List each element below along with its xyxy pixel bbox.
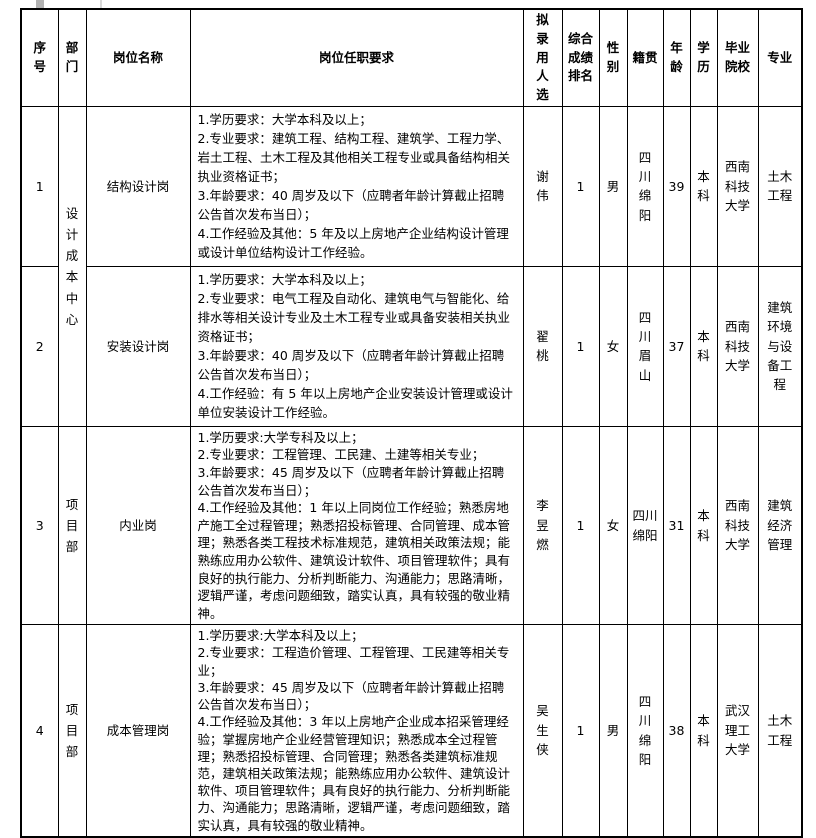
col-header-school: 毕业 院校 [716, 8, 759, 107]
cell-native-place: 四川 绵阳 [626, 425, 664, 626]
cell-school: 西南 科技 大学 [716, 425, 759, 626]
cell-education: 本 科 [689, 624, 718, 838]
col-header-age: 年 龄 [662, 8, 691, 107]
col-header-education: 学 历 [689, 8, 718, 107]
cell-major: 土木 工程 [757, 624, 803, 838]
cell-candidate: 谢 伟 [522, 105, 563, 267]
cell-major: 建筑 经济 管理 [757, 425, 803, 626]
cell-school: 西南 科技 大学 [716, 105, 759, 267]
cell-native-place: 四 川 绵 阳 [626, 624, 664, 838]
recruitment-table: 序 号 部 门 岗位名称 岗位任职要求 拟 录 用 人 选 综合 成绩 排名 性… [20, 8, 803, 838]
cell-gender: 男 [598, 624, 628, 838]
col-header-dept: 部 门 [57, 8, 87, 107]
cell-rank: 1 [561, 105, 600, 267]
cell-gender: 男 [598, 105, 628, 267]
cell-age: 39 [662, 105, 691, 267]
cell-school: 武汉 理工 大学 [716, 624, 759, 838]
cell-seq: 3 [20, 425, 59, 626]
cell-education: 本 科 [689, 105, 718, 267]
cell-post: 安装设计岗 [85, 265, 191, 427]
cell-age: 31 [662, 425, 691, 626]
col-header-rank: 综合 成绩 排名 [561, 8, 600, 107]
table-row: 2 安装设计岗 1.学历要求：大学本科及以上； 2.专业要求：电气工程及自动化、… [20, 265, 803, 427]
header-row: 序 号 部 门 岗位名称 岗位任职要求 拟 录 用 人 选 综合 成绩 排名 性… [20, 8, 803, 107]
col-header-candidate: 拟 录 用 人 选 [522, 8, 563, 107]
cell-dept: 项 目 部 [57, 624, 87, 838]
col-header-major: 专业 [757, 8, 803, 107]
cell-candidate: 李 昱 燃 [522, 425, 563, 626]
col-header-native-place: 籍贯 [626, 8, 664, 107]
col-header-seq: 序 号 [20, 8, 59, 107]
cell-major: 建筑 环境 与设 备工 程 [757, 265, 803, 427]
cell-education: 本 科 [689, 425, 718, 626]
cell-seq: 2 [20, 265, 59, 427]
cell-candidate: 翟 桃 [522, 265, 563, 427]
table-row: 4 项 目 部 成本管理岗 1.学历要求:大学本科及以上； 2.专业要求：工程造… [20, 624, 803, 838]
cell-rank: 1 [561, 624, 600, 838]
cell-candidate: 吴 生 侠 [522, 624, 563, 838]
cell-requirements: 1.学历要求:大学专科及以上； 2.专业要求：工程管理、工民建、土建等相关专业；… [189, 425, 524, 626]
cell-requirements: 1.学历要求：大学本科及以上； 2.专业要求：建筑工程、结构工程、建筑学、工程力… [189, 105, 524, 267]
cell-requirements: 1.学历要求:大学本科及以上； 2.专业要求：工程造价管理、工程管理、工民建等相… [189, 624, 524, 838]
cell-dept-merged: 设 计 成 本 中 心 [57, 105, 87, 427]
cell-seq: 4 [20, 624, 59, 838]
cell-education: 本 科 [689, 265, 718, 427]
cell-seq: 1 [20, 105, 59, 267]
cell-dept: 项 目 部 [57, 425, 87, 626]
cell-rank: 1 [561, 265, 600, 427]
cell-post: 成本管理岗 [85, 624, 191, 838]
cell-post: 结构设计岗 [85, 105, 191, 267]
cell-native-place: 四 川 眉 山 [626, 265, 664, 427]
cell-age: 38 [662, 624, 691, 838]
cell-school: 西南 科技 大学 [716, 265, 759, 427]
cell-native-place: 四 川 绵 阳 [626, 105, 664, 267]
cell-post: 内业岗 [85, 425, 191, 626]
table-row: 3 项 目 部 内业岗 1.学历要求:大学专科及以上； 2.专业要求：工程管理、… [20, 425, 803, 626]
cell-age: 37 [662, 265, 691, 427]
cell-rank: 1 [561, 425, 600, 626]
cell-major: 土木 工程 [757, 105, 803, 267]
cell-gender: 女 [598, 425, 628, 626]
scrollbar-artifact [36, 0, 44, 9]
cell-gender: 女 [598, 265, 628, 427]
col-header-requirements: 岗位任职要求 [189, 8, 524, 107]
cell-requirements: 1.学历要求：大学本科及以上； 2.专业要求：电气工程及自动化、建筑电气与智能化… [189, 265, 524, 427]
col-header-post: 岗位名称 [85, 8, 191, 107]
col-header-gender: 性 别 [598, 8, 628, 107]
table-row: 1 设 计 成 本 中 心 结构设计岗 1.学历要求：大学本科及以上； 2.专业… [20, 105, 803, 427]
gridline-artifact [100, 0, 102, 8]
